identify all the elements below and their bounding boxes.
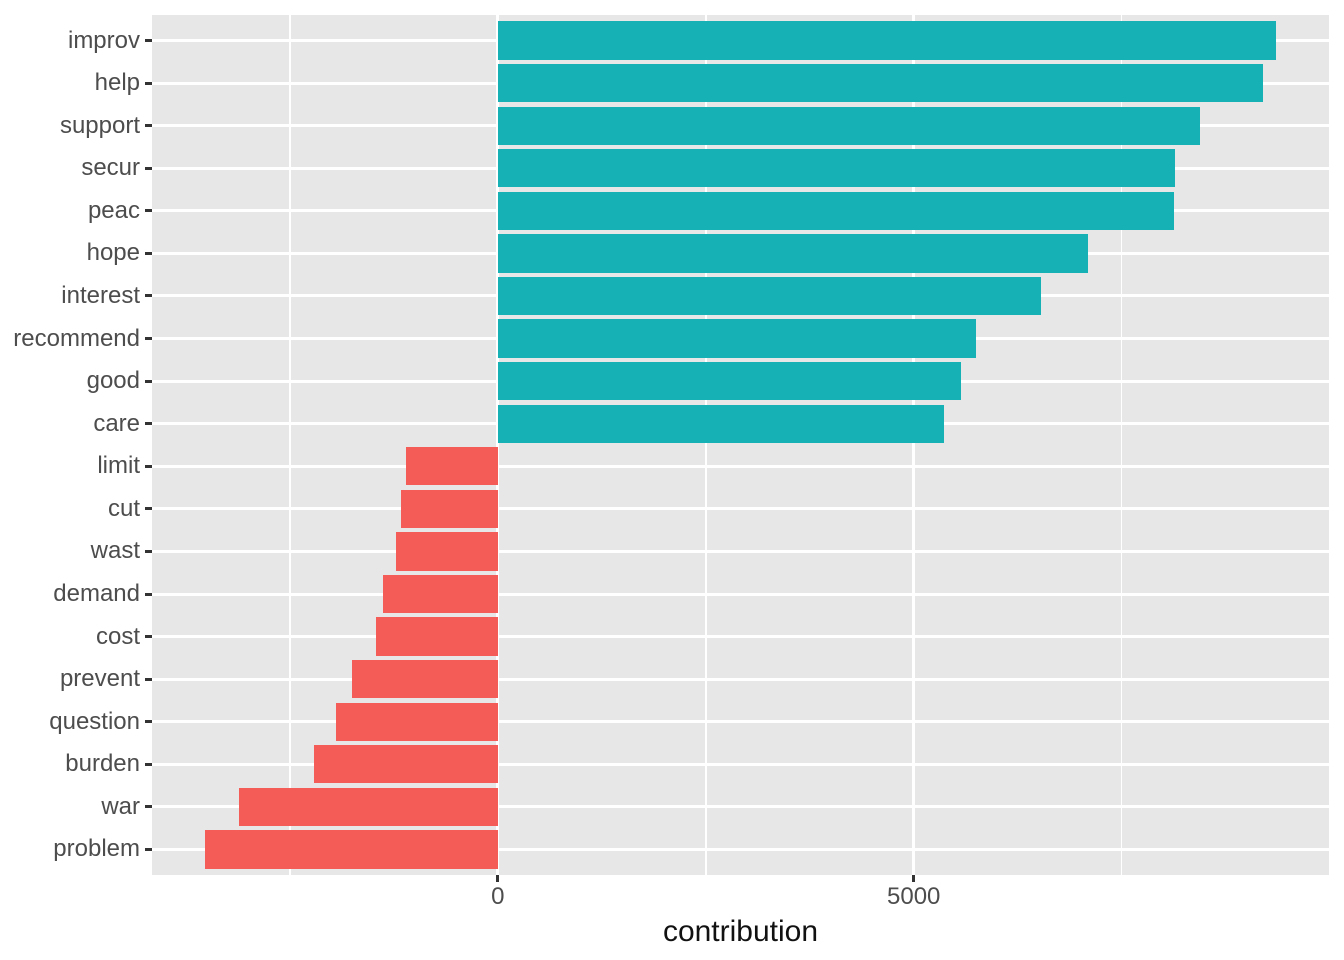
x-axis-title: contribution <box>662 915 819 948</box>
gridline-horizontal-major <box>152 847 1329 851</box>
bar-negative <box>383 574 498 614</box>
y-axis-label: demand <box>53 580 140 607</box>
y-axis-tick <box>145 294 152 298</box>
y-axis-tick <box>145 251 152 255</box>
x-axis-tick-label: 5000 <box>887 883 941 910</box>
bar-positive <box>497 149 1175 188</box>
y-axis-tick <box>145 379 152 383</box>
y-axis-label: prevent <box>59 665 140 693</box>
bar-positive <box>497 361 961 401</box>
y-axis-tick <box>145 592 152 596</box>
y-axis-label: limit <box>97 452 140 480</box>
y-axis-tick <box>145 81 152 85</box>
gridline-horizontal-major <box>152 805 1329 809</box>
y-axis-tick <box>145 166 152 170</box>
bar-positive <box>497 21 1276 60</box>
gridline-horizontal-major <box>152 720 1329 724</box>
gridline-horizontal-major <box>152 762 1329 766</box>
bar-negative <box>205 830 498 869</box>
y-axis-tick <box>145 39 152 43</box>
bar-positive <box>497 234 1088 273</box>
bar-positive <box>497 404 944 443</box>
y-axis-label: help <box>94 69 140 97</box>
y-axis-tick <box>145 635 152 639</box>
y-axis-tick <box>145 762 152 766</box>
gridline-horizontal-major <box>152 635 1329 639</box>
gridline-horizontal-major <box>152 592 1329 596</box>
y-axis-tick <box>145 677 152 681</box>
y-axis-label: war <box>101 792 140 820</box>
bar-negative <box>314 745 498 784</box>
bar-negative <box>401 489 498 528</box>
y-axis-label: interest <box>61 281 140 309</box>
x-axis-tick <box>912 875 916 882</box>
y-axis-label: peac <box>87 196 140 224</box>
y-axis-tick <box>145 720 152 724</box>
y-axis-label: care <box>93 409 140 437</box>
y-axis-label: secur <box>81 154 140 182</box>
y-axis-label: good <box>86 367 140 395</box>
bar-positive <box>497 191 1175 230</box>
bar-positive <box>497 276 1041 316</box>
bar-positive <box>497 63 1264 103</box>
gridline-vertical-minor <box>289 15 291 875</box>
gridline-horizontal-major <box>152 464 1329 468</box>
bar-negative <box>396 532 498 571</box>
bar-negative <box>376 617 498 656</box>
y-axis-label: wast <box>90 537 140 565</box>
gridline-horizontal-major <box>152 507 1329 511</box>
y-axis-label: question <box>49 707 140 735</box>
gridline-horizontal-major <box>152 549 1329 553</box>
gridline-horizontal-major <box>152 677 1329 681</box>
y-axis-tick <box>145 507 152 511</box>
bar-positive <box>497 319 976 358</box>
gridline-vertical-minor <box>1120 15 1123 875</box>
y-axis-tick <box>145 549 152 553</box>
y-axis-tick <box>145 847 152 851</box>
x-axis-tick-label: 0 <box>491 883 505 910</box>
y-axis-label: improv <box>67 26 140 54</box>
y-axis-tick <box>145 805 152 809</box>
y-axis-label: hope <box>86 239 140 267</box>
y-axis-label: support <box>59 111 140 139</box>
y-axis-tick <box>145 337 152 341</box>
y-axis-label: cost <box>95 622 140 650</box>
y-axis-label: cut <box>107 494 140 522</box>
y-axis-tick <box>145 464 152 468</box>
gridline-vertical-major <box>496 15 500 875</box>
bar-negative <box>238 787 498 827</box>
y-axis-label: problem <box>53 835 140 863</box>
x-axis-tick <box>496 875 500 882</box>
y-axis-label: burden <box>65 750 140 778</box>
y-axis-label: recommend <box>13 324 140 352</box>
bar-negative <box>406 447 498 486</box>
bar-negative <box>352 660 498 699</box>
y-axis-tick <box>145 209 152 213</box>
bar-positive <box>497 106 1200 145</box>
plot-panel <box>152 15 1329 875</box>
gridline-vertical-major <box>912 15 916 875</box>
bar-negative <box>335 702 498 741</box>
gridline-vertical-minor <box>705 15 707 875</box>
y-axis-tick <box>145 422 152 426</box>
y-axis-tick <box>145 124 152 128</box>
